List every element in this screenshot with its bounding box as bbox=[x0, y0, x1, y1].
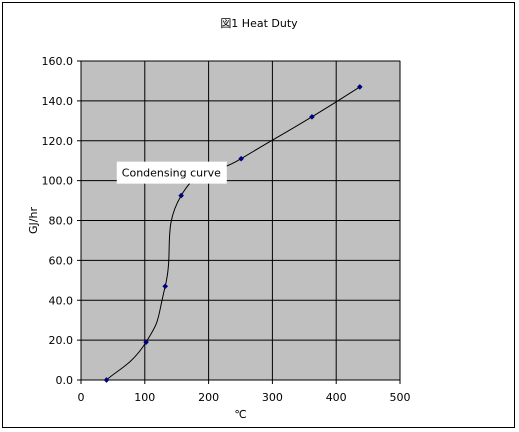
y-tick-label: 20.0 bbox=[49, 334, 74, 347]
annotation-background bbox=[116, 161, 227, 184]
chart-title: 図1 Heat Duty bbox=[220, 17, 298, 30]
data-point bbox=[309, 113, 315, 120]
annotation-box: Condensing curve bbox=[116, 161, 227, 184]
data-point bbox=[103, 377, 110, 383]
y-axis-label: GJ/hr bbox=[27, 207, 40, 234]
data-point bbox=[162, 283, 169, 290]
data-point bbox=[356, 84, 363, 90]
chart-frame: 図1 Heat Duty 0.0 20.0 40.0 60.0 80.0 100.0 120… bbox=[2, 2, 515, 428]
y-tick-label: 120.0 bbox=[42, 135, 74, 148]
x-axis-label: ℃ bbox=[234, 408, 246, 421]
data-point bbox=[178, 192, 184, 199]
x-axis-ticks: 0 100 200 300 400 500 bbox=[78, 380, 411, 404]
y-tick-label: 80.0 bbox=[49, 215, 74, 228]
annotation-text: Condensing curve bbox=[122, 167, 221, 180]
x-tick-label: 500 bbox=[390, 391, 411, 404]
x-tick-label: 300 bbox=[262, 391, 283, 404]
x-tick-label: 0 bbox=[78, 391, 85, 404]
data-point bbox=[143, 339, 149, 345]
grid-lines bbox=[80, 60, 401, 381]
y-axis-ticks: 0.0 20.0 40.0 60.0 80.0 100.0 120.0 140.0 160.0 bbox=[42, 55, 81, 387]
y-tick-label: 160.0 bbox=[42, 55, 74, 68]
x-tick-label: 200 bbox=[198, 391, 219, 404]
x-tick-label: 400 bbox=[326, 391, 347, 404]
y-tick-label: 140.0 bbox=[42, 95, 74, 108]
y-tick-label: 0.0 bbox=[56, 374, 74, 387]
y-tick-label: 100.0 bbox=[42, 175, 74, 188]
data-point bbox=[238, 155, 244, 162]
x-tick-label: 100 bbox=[134, 391, 155, 404]
y-tick-label: 60.0 bbox=[49, 254, 74, 267]
heat-duty-chart: 図1 Heat Duty 0.0 20.0 40.0 60.0 80.0 100.0 120… bbox=[27, 17, 411, 421]
y-tick-label: 40.0 bbox=[49, 294, 74, 307]
series-points bbox=[103, 84, 363, 383]
